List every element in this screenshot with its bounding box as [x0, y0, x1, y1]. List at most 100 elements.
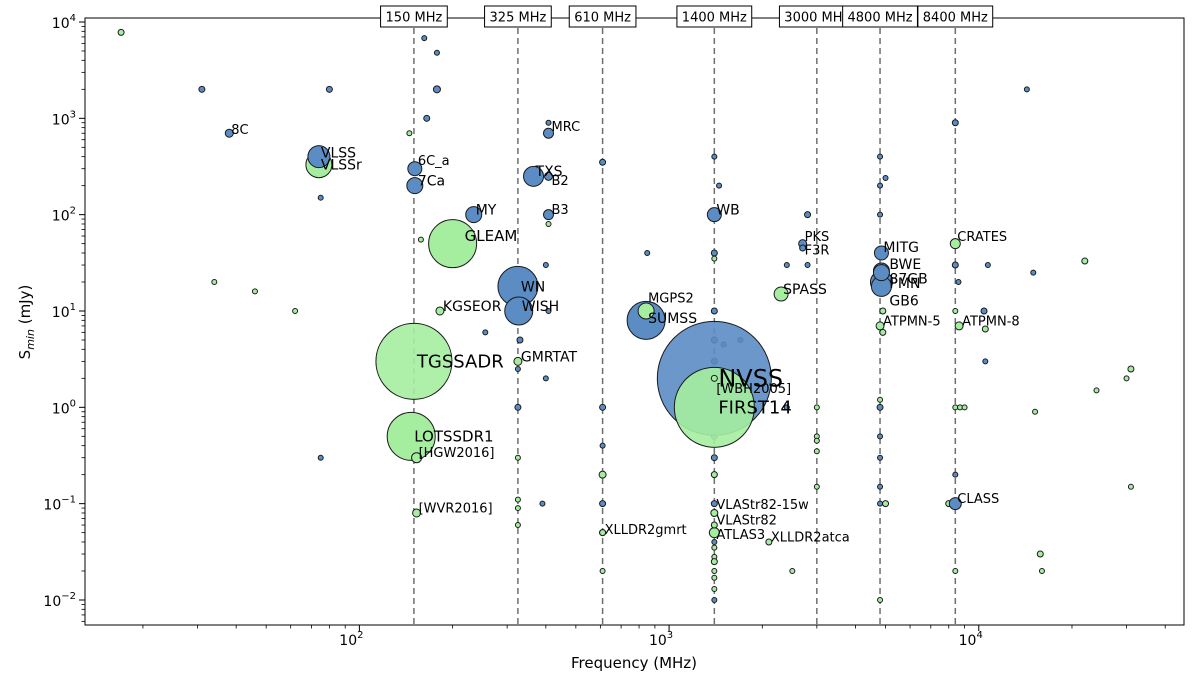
data-point	[710, 307, 718, 315]
data-point	[516, 336, 524, 344]
x-tick-exp: 2	[357, 630, 363, 641]
band-label-box	[380, 5, 448, 28]
survey-point	[411, 452, 423, 464]
x-tick-exp: 4	[976, 630, 982, 641]
survey-point	[307, 145, 331, 169]
survey-point	[543, 209, 555, 221]
data-point	[117, 28, 125, 36]
survey-point	[773, 286, 789, 302]
data-point	[514, 522, 521, 529]
survey-point	[873, 245, 889, 261]
y-tick-label: 101	[52, 302, 76, 321]
survey-point	[949, 238, 961, 250]
survey-point	[504, 296, 534, 326]
survey-label: BWE	[889, 257, 921, 273]
survey-label: XLLDR2gmrt	[605, 523, 687, 538]
y-tick-label: 104	[52, 13, 76, 32]
survey-point	[543, 127, 555, 139]
data-point	[198, 85, 206, 93]
y-tick-label: 10−1	[43, 495, 76, 514]
survey-points	[224, 127, 964, 546]
x-tick-exp: 3	[667, 630, 673, 641]
survey-point	[875, 321, 885, 331]
x-axis-title: Frequency (MHz)	[571, 654, 697, 672]
data-point	[432, 85, 441, 94]
survey-label: KGSEOR	[443, 299, 502, 315]
y-tick-base: 10	[52, 16, 70, 32]
data-point	[876, 403, 884, 411]
survey-label: F3R	[805, 244, 830, 259]
x-tick-label: 102	[339, 630, 363, 649]
data-point	[1093, 387, 1100, 394]
survey-point	[626, 300, 666, 340]
data-point	[514, 505, 521, 512]
y-tick-exp: −1	[61, 495, 76, 506]
y-tick-base: 10	[52, 401, 70, 417]
data-point	[545, 119, 552, 126]
data-point	[981, 325, 989, 333]
survey-label: SUMSS	[648, 311, 697, 327]
y-tick-base: 10	[43, 594, 61, 610]
data-point	[710, 558, 718, 566]
survey-label: WB	[716, 203, 739, 219]
y-tick-base: 10	[52, 209, 70, 225]
data-point	[644, 249, 651, 256]
y-tick-exp: 3	[70, 109, 76, 120]
survey-label: WISH	[522, 299, 559, 315]
data-point	[514, 365, 521, 372]
data-point	[980, 307, 988, 315]
data-point	[877, 182, 884, 189]
survey-point	[544, 171, 554, 181]
survey-label: MGPS2	[648, 292, 694, 307]
data-point	[882, 500, 890, 508]
band-label-box	[917, 5, 994, 28]
survey-label: ATPMN-8	[962, 314, 1020, 329]
survey-point	[407, 161, 423, 177]
survey-label: SPASS	[783, 282, 827, 298]
survey-point	[412, 508, 422, 518]
data-point	[951, 119, 959, 127]
survey-label: [HGW2016]	[419, 446, 495, 461]
y-tick-label: 100	[52, 398, 76, 417]
data-point	[877, 153, 884, 160]
survey-point	[428, 219, 478, 269]
data-point	[877, 500, 884, 507]
survey-label: VLSSr	[321, 158, 362, 174]
survey-point	[872, 264, 890, 282]
survey-label: GB6	[889, 293, 918, 309]
data-point	[789, 567, 796, 574]
y-tick-exp: −2	[61, 591, 76, 602]
survey-point	[375, 322, 453, 400]
data-point	[1127, 483, 1134, 490]
y-tick-base: 10	[52, 112, 70, 128]
survey-label: VLAStr82-15w	[716, 498, 809, 513]
survey-point	[406, 177, 424, 195]
data-point	[951, 261, 959, 269]
survey-label: CLASS	[957, 492, 999, 507]
data-point	[711, 538, 718, 545]
data-point	[1127, 365, 1135, 373]
data-point	[961, 404, 968, 411]
data-point	[1123, 375, 1130, 382]
data-point	[952, 471, 959, 478]
data-point	[882, 175, 889, 182]
data-point	[317, 454, 324, 461]
survey-point	[224, 128, 234, 138]
survey-label: TGSSADR	[416, 352, 504, 373]
data-point	[599, 567, 606, 574]
data-point	[877, 433, 884, 440]
x-tick-base: 10	[959, 633, 977, 649]
y-tick-exp: 0	[70, 398, 76, 409]
data-point	[813, 448, 820, 455]
band-label: 4800 MHz	[848, 11, 913, 26]
data-point	[710, 471, 718, 479]
data-point	[542, 262, 549, 269]
survey-label: LOTSSDR1	[414, 428, 493, 446]
y-axis-title-unit: (mJy)	[16, 285, 34, 329]
survey-label: [WBH2005]	[716, 382, 791, 397]
data-point	[879, 307, 887, 315]
survey-label: ATLAS3	[716, 528, 765, 543]
y-tick-base: 10	[43, 498, 61, 514]
survey-point	[513, 356, 523, 366]
survey-label: 6C_a	[418, 154, 450, 169]
